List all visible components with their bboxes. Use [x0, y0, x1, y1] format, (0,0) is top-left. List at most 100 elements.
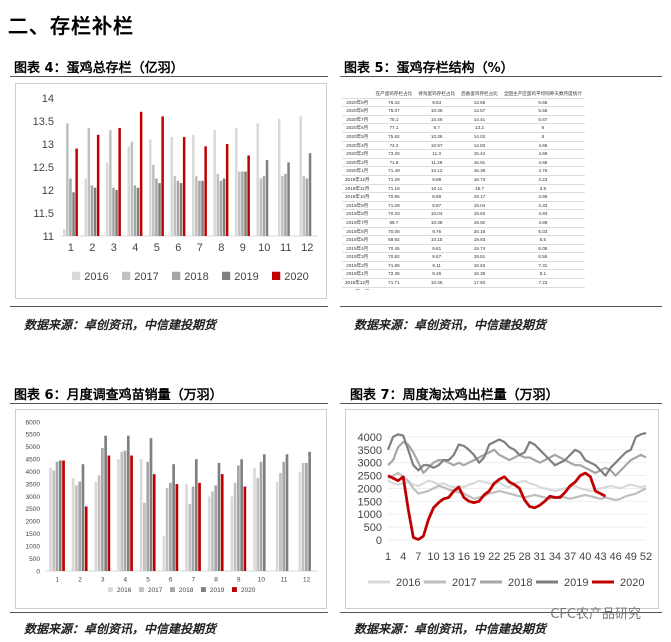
fig4-bar	[155, 178, 158, 236]
fig7-xtick: 40	[579, 551, 591, 563]
table-cell: 4.23	[538, 176, 548, 182]
fig7-legend-label: 2020	[620, 577, 644, 589]
fig4-bar	[265, 160, 269, 236]
fig6-bar	[146, 461, 150, 571]
table-cell: 13.55	[473, 99, 486, 105]
table-cell: 9.98	[432, 176, 442, 182]
fig4-bar	[278, 118, 281, 236]
fig4-title-rule	[10, 76, 328, 77]
fig4-bar	[222, 178, 226, 236]
table-cell: 70.98	[373, 287, 416, 290]
fig6-bar	[305, 462, 308, 571]
table-cell: 9.11	[432, 262, 441, 268]
fig7-xtick: 19	[473, 551, 485, 563]
table-cell: 71.86	[388, 262, 400, 268]
table-cell: 71.71	[388, 280, 400, 286]
fig6-bar	[49, 467, 52, 571]
table-cell: 4.33	[538, 202, 548, 208]
fig6-xtick: 10	[258, 577, 266, 584]
fig4-ytick: 11	[43, 231, 54, 243]
fig6-bar	[214, 485, 218, 571]
fig7-xtick: 13	[443, 551, 455, 563]
fig4-bar	[238, 171, 241, 236]
fig7-source: 数据来源：卓创资讯，中信建投期货	[354, 622, 547, 636]
fig4-bar	[284, 173, 287, 236]
table-cell: 5.58	[538, 108, 548, 114]
table-cell: 4.76	[538, 168, 548, 174]
table-cell: 10.36	[430, 280, 443, 286]
fig4-bar	[201, 180, 204, 236]
fig6-legend-label: 2017	[148, 587, 163, 594]
table-row: 2019年11月 71.19 10.11 18.7 3.9	[342, 184, 585, 193]
fig6-ytick: 6000	[26, 419, 41, 426]
fig4-xtick: 12	[301, 242, 313, 254]
fig7-xtick: 43	[594, 551, 606, 563]
fig4-ytick: 13	[42, 139, 54, 151]
table-cell: 18.7	[474, 185, 484, 191]
table-cell: 5.5	[539, 237, 547, 243]
table-cell: 4.68	[538, 159, 548, 165]
fig6-bar	[185, 484, 188, 571]
fig4-bar	[213, 130, 217, 236]
fig5-title: 图表 5：蛋鸡存栏结构（%）	[344, 61, 514, 76]
fig4-bar	[158, 183, 161, 236]
fig4-legend-label: 2019	[234, 271, 258, 283]
fig6-source-rule	[10, 612, 328, 613]
table-cell: 69.92	[388, 237, 400, 243]
fig4-bar	[136, 187, 140, 236]
fig6-ytick: 5000	[26, 444, 41, 451]
fig6-ytick: 1500	[26, 531, 41, 538]
fig7-ytick: 1000	[358, 509, 382, 521]
fig6-bar	[220, 474, 224, 571]
fig4-xtick: 3	[111, 242, 117, 254]
fig4-xtick: 8	[218, 242, 224, 254]
fig4-bar	[179, 183, 183, 236]
fig7-xtick: 22	[488, 551, 500, 563]
fig6-bar	[275, 481, 279, 571]
fig6-legend-swatch	[201, 587, 206, 592]
table-cell: 2020年2月	[346, 159, 369, 165]
fig7-xtick: 16	[458, 551, 470, 563]
fig6-xtick: 6	[169, 577, 173, 584]
fig4-xtick: 7	[197, 242, 203, 254]
table-cell: 10.38	[430, 219, 443, 225]
table-row: 2018年12月 71.71 10.36 17.93 7.23	[342, 279, 585, 288]
fig6-bar	[207, 496, 211, 571]
fig4-bar	[87, 127, 91, 236]
table-cell: 76.42	[388, 99, 400, 105]
fig5-source: 数据来源：卓创资讯，中信建投期货	[354, 318, 547, 332]
table-cell: 11.09	[415, 287, 458, 290]
watermark: CFC农产品研究	[550, 607, 641, 622]
table-cell: 19.74	[473, 245, 486, 251]
fig6-bar	[104, 435, 107, 571]
table-cell: 13.2	[474, 125, 484, 131]
table-cell: 2020年7月	[346, 116, 369, 122]
fig6-bar	[191, 486, 195, 571]
fig4-ytick: 12.5	[33, 162, 54, 174]
fig4-bar	[93, 187, 97, 236]
fig4-legend-label: 2020	[284, 271, 308, 283]
table-cell: 11.29	[431, 159, 443, 165]
fig4-bar	[139, 111, 143, 236]
fig6-bar	[55, 461, 59, 571]
fig4-legend-label: 2016	[84, 271, 108, 283]
fig6-bar	[97, 475, 101, 571]
fig4-bar	[90, 185, 94, 236]
table-row: 2018年11月70.9811.0917.936.35	[342, 287, 585, 290]
fig6-source: 数据来源：卓创资讯，中信建投期货	[24, 622, 217, 636]
table-cell: 18.39	[473, 271, 486, 277]
fig6-bar	[262, 454, 266, 571]
fig6-ytick: 1000	[26, 543, 41, 550]
fig4-bar	[262, 176, 266, 236]
table-cell: 2019年2月	[346, 262, 369, 268]
table-cell: 2020年6月	[346, 125, 369, 131]
fig6-bar	[81, 464, 85, 571]
table-cell: 5	[541, 133, 545, 139]
table-cell: 72.35	[388, 271, 400, 277]
fig6-ytick: 4000	[26, 469, 41, 476]
fig7-ytick: 0	[376, 535, 382, 547]
fig6-xtick: 11	[281, 577, 288, 584]
fig7-legend-label: 2018	[508, 577, 532, 589]
table-cell: 8.1	[539, 271, 547, 277]
fig4-bar	[66, 123, 69, 236]
